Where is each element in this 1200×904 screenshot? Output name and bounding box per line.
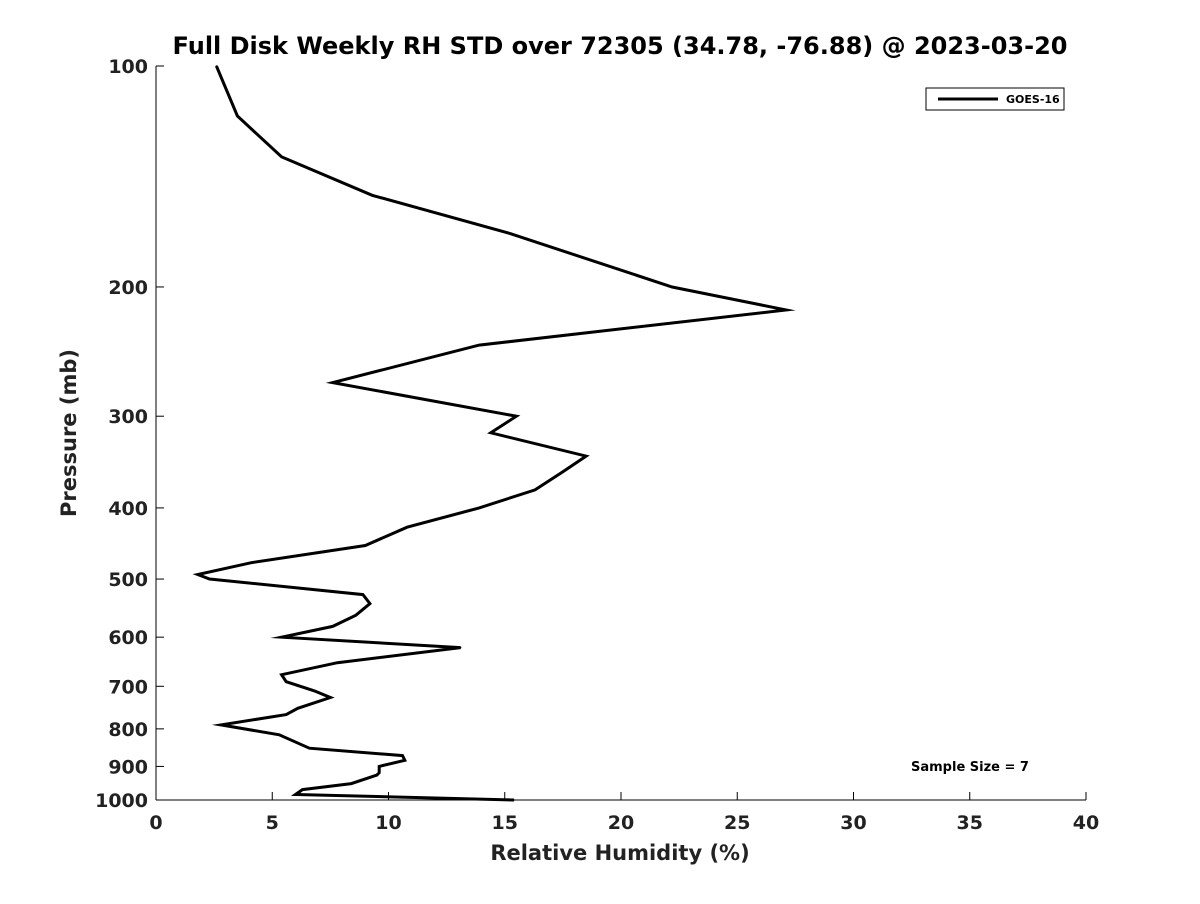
data-point [331, 381, 334, 384]
data-point [478, 507, 481, 509]
y-tick-label: 100 [108, 56, 148, 78]
data-point [301, 788, 304, 791]
data-point [280, 636, 283, 638]
data-point [369, 602, 371, 605]
data-point [280, 673, 283, 676]
data-point [308, 747, 311, 749]
y-axis-ticks: 100 200 300 400 500 600 700 800 900 1000 [95, 56, 164, 812]
data-point [278, 734, 281, 736]
data-point [376, 774, 378, 776]
data-point [329, 696, 332, 699]
data-point [280, 156, 283, 158]
data-point [534, 489, 536, 491]
data-point [478, 344, 481, 346]
data-point [404, 759, 406, 762]
data-point [331, 625, 334, 628]
data-point [490, 432, 492, 434]
data-point [197, 573, 199, 576]
data-point [562, 470, 564, 473]
data-point [294, 793, 297, 796]
x-tick-label: 5 [266, 812, 279, 834]
y-axis-label: Pressure (mb) [57, 349, 81, 517]
data-point [671, 286, 673, 288]
data-point [208, 578, 211, 580]
y-tick-label: 500 [108, 569, 148, 591]
chart-title: Full Disk Weekly RH STD over 72305 (34.7… [173, 32, 1068, 60]
x-tick-label: 35 [957, 812, 983, 834]
data-point [285, 680, 288, 683]
x-axis-label: Relative Humidity (%) [490, 841, 749, 865]
data-point [785, 309, 787, 311]
data-point [364, 544, 367, 547]
data-point [355, 614, 357, 616]
legend-label: GOES-16 [1006, 93, 1060, 106]
x-tick-label: 10 [375, 812, 401, 834]
plot-frame [155, 66, 1086, 801]
data-point [515, 415, 518, 418]
x-tick-label: 30 [840, 812, 866, 834]
y-tick-label: 400 [108, 498, 148, 520]
series-layer [192, 65, 796, 802]
sample-size-annotation: Sample Size = 7 [911, 760, 1029, 775]
y-tick-label: 900 [108, 756, 148, 778]
data-point [406, 526, 408, 528]
data-point [508, 232, 511, 235]
data-point [285, 713, 288, 716]
data-point [215, 65, 218, 67]
data-point [362, 593, 364, 596]
y-tick-label: 600 [108, 627, 148, 649]
data-point [513, 799, 515, 801]
y-tick-label: 700 [108, 676, 148, 698]
data-point [585, 455, 587, 457]
data-point [401, 754, 404, 757]
data-point [236, 115, 239, 117]
y-tick-label: 300 [108, 406, 148, 428]
x-tick-label: 25 [724, 812, 750, 834]
data-point [336, 661, 339, 664]
y-tick-label: 200 [108, 277, 148, 299]
series-line-goes-16 [192, 65, 796, 802]
x-tick-label: 15 [492, 812, 518, 834]
data-point [220, 724, 222, 726]
data-point [459, 646, 462, 649]
legend: GOES-16 [925, 87, 1065, 111]
y-tick-label: 800 [108, 719, 148, 741]
y-tick-label: 1000 [95, 790, 148, 812]
x-tick-label: 40 [1073, 812, 1099, 834]
data-point [350, 782, 353, 785]
x-tick-label: 0 [149, 812, 162, 834]
data-point [378, 771, 381, 774]
x-tick-label: 20 [608, 812, 634, 834]
data-point [378, 765, 381, 768]
data-point [250, 561, 253, 564]
x-axis-ticks: 0 5 10 15 20 25 30 35 40 [149, 792, 1099, 834]
data-point [297, 707, 299, 710]
data-point [313, 690, 315, 692]
data-point [371, 194, 374, 197]
